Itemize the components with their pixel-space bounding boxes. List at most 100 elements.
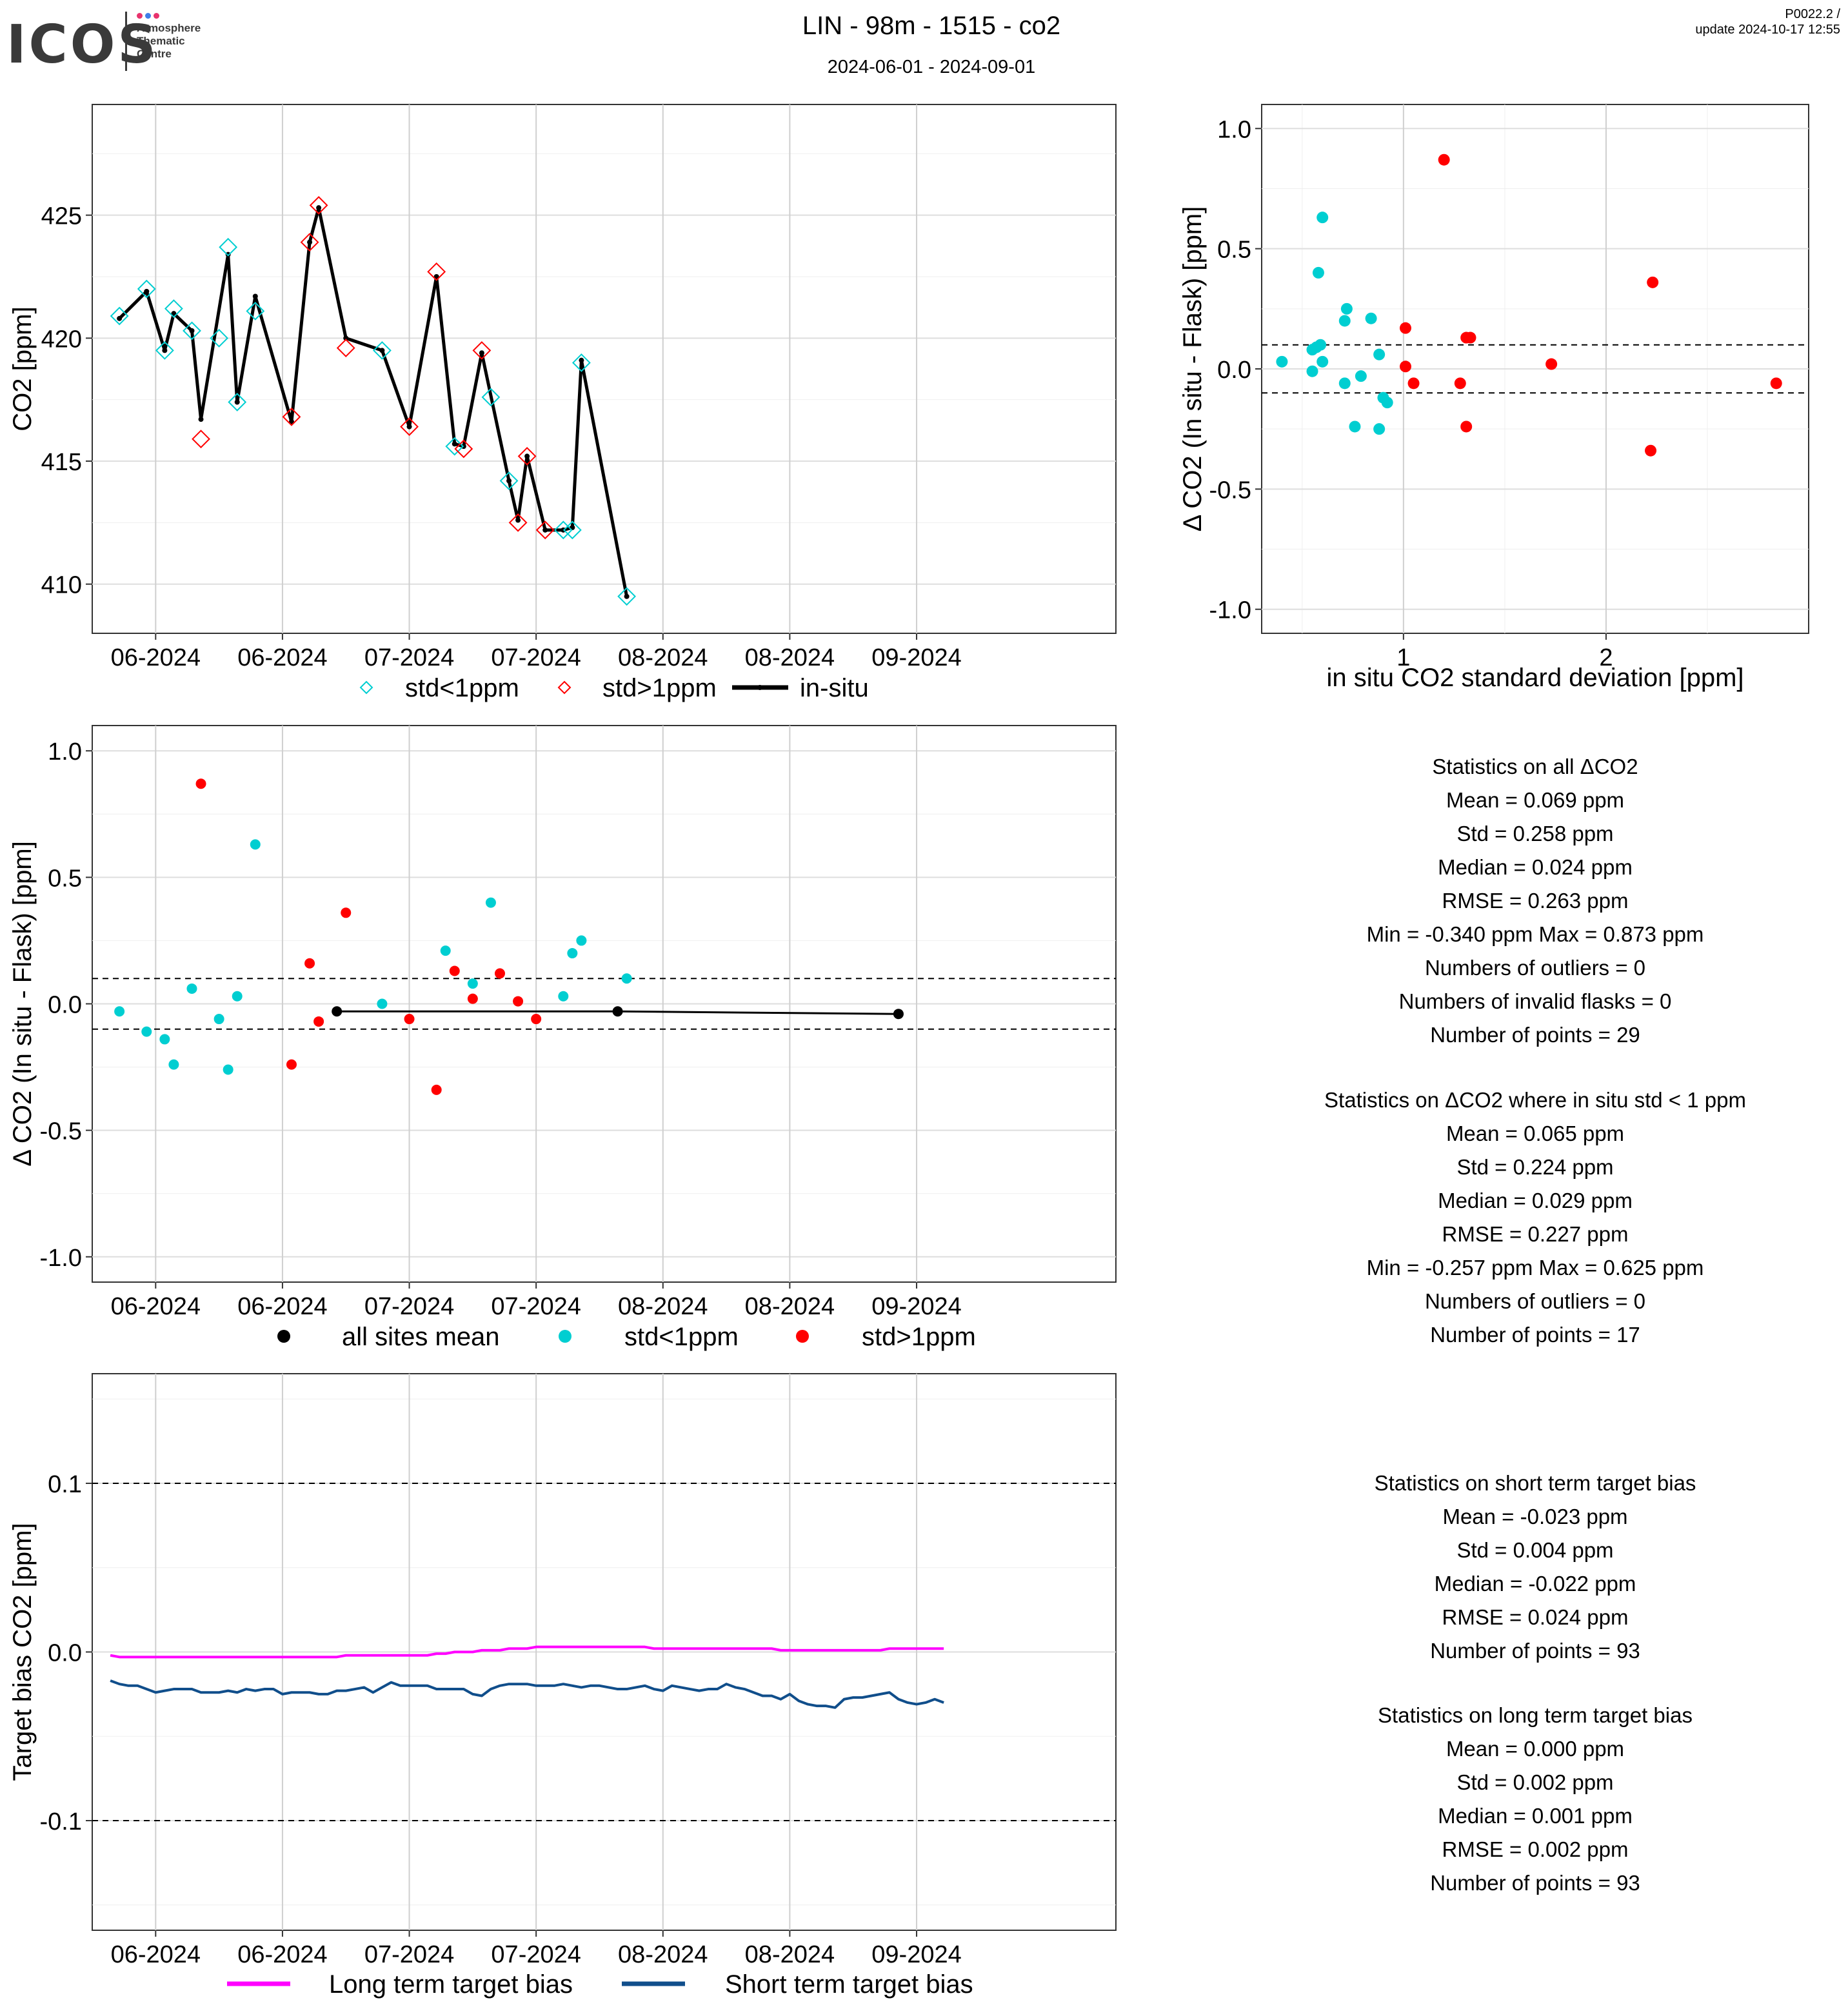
target-bias-chart-xtick-label: 08-2024	[745, 1941, 835, 1968]
delta-legend-label: std>1ppm	[862, 1323, 976, 1351]
co2-insitu-point	[189, 328, 195, 333]
co2-chart-ylabel: CO2 [ppm]	[8, 306, 37, 431]
delta-std-point-std-lt1	[1312, 266, 1324, 279]
delta-std-point-std-gt1	[1647, 276, 1659, 288]
stats-line: Mean = 0.065 ppm	[1446, 1122, 1625, 1145]
co2-flask-std-gt1-marker	[535, 520, 555, 540]
delta-time-point-std-gt1	[286, 1059, 297, 1070]
co2-legend-label: std<1ppm	[405, 674, 519, 702]
co2-flask-std-gt1-marker	[309, 195, 328, 215]
co2-insitu-point	[343, 335, 349, 341]
co2-legend-key-std-gt1	[557, 680, 571, 695]
stats-line: Mean = -0.023 ppm	[1442, 1505, 1628, 1528]
stats-title: Statistics on short term target bias	[1374, 1471, 1696, 1495]
delta-all-sites-mean-point	[893, 1009, 904, 1020]
stats-line: Number of points = 29	[1430, 1023, 1640, 1047]
co2-flask-std-lt1-marker	[137, 279, 156, 299]
co2-insitu-point	[542, 527, 548, 533]
version-line: update 2024-10-17 12:55	[1695, 23, 1840, 37]
stats-line: Mean = 0.069 ppm	[1446, 788, 1625, 812]
delta-std-chart-ytick-label: -0.5	[1209, 477, 1251, 504]
co2-chart-xtick-label: 07-2024	[491, 644, 581, 671]
stats-line: Numbers of outliers = 0	[1424, 956, 1646, 980]
delta-time-point-std-gt1	[404, 1014, 415, 1025]
co2-insitu-point	[234, 399, 240, 405]
co2-chart-ytick-label: 415	[41, 449, 82, 476]
co2-flask-std-lt1-marker	[228, 393, 247, 411]
delta-legend-key-all-sites-mean	[277, 1330, 290, 1343]
stats-line: Std = 0.224 ppm	[1456, 1155, 1614, 1179]
co2-flask-std-gt1-marker	[336, 339, 355, 357]
delta-time-point-std-lt1	[377, 998, 388, 1009]
co2-flask-std-lt1-marker	[110, 306, 129, 326]
delta-time-chart-ytick-label: 0.0	[48, 992, 82, 1019]
delta-all-sites-mean-point	[612, 1006, 623, 1017]
stats-line: Std = 0.002 ppm	[1456, 1770, 1614, 1794]
short-term-bias-line	[110, 1679, 944, 1709]
delta-time-point-std-lt1	[567, 948, 578, 959]
co2-flask-std-gt1-marker	[192, 430, 210, 449]
delta-time-chart-xtick-label: 07-2024	[491, 1293, 581, 1320]
target-bias-chart-xtick-label: 07-2024	[491, 1941, 581, 1968]
target-bias-chart-ytick-label: -0.1	[40, 1808, 82, 1835]
icos-logo: ICOS Atmosphere Thematic Centre	[6, 6, 219, 75]
delta-time-point-std-lt1	[223, 1064, 233, 1075]
delta-std-point-std-lt1	[1355, 370, 1367, 382]
co2-flask-std-gt1-marker	[472, 341, 492, 360]
co2-insitu-point	[479, 350, 484, 356]
delta-std-point-std-lt1	[1365, 312, 1377, 324]
delta-std-point-std-lt1	[1316, 212, 1329, 224]
delta-time-chart-xtick-label: 07-2024	[364, 1293, 454, 1320]
delta-time-chart-xtick-label: 06-2024	[237, 1293, 327, 1320]
stats-line: RMSE = 0.227 ppm	[1442, 1222, 1629, 1246]
page-title: LIN - 98m - 1515 - co2	[802, 12, 1061, 40]
stats-line: RMSE = 0.002 ppm	[1442, 1837, 1629, 1861]
delta-std-point-std-lt1	[1315, 339, 1327, 351]
delta-std-point-std-gt1	[1407, 377, 1420, 390]
co2-chart-xtick-label: 07-2024	[364, 644, 454, 671]
stats-long-term-bias: Statistics on long term target bias Mean…	[1277, 1699, 1793, 1900]
delta-std-chart-ylabel: Δ CO2 (In situ - Flask) [ppm]	[1178, 206, 1207, 532]
version-info: P0022.2 / update 2024-10-17 12:55	[1695, 6, 1840, 37]
co2-insitu-point	[316, 205, 322, 211]
delta-all-sites-mean-point	[332, 1006, 343, 1017]
delta-std-point-std-lt1	[1316, 355, 1329, 368]
co2-chart-ytick-label: 425	[41, 203, 82, 230]
delta-legend-label: std<1ppm	[624, 1323, 739, 1351]
stats-line: Median = 0.029 ppm	[1438, 1189, 1633, 1212]
co2-flask-std-gt1-marker	[517, 446, 537, 466]
stats-line: Number of points = 17	[1430, 1323, 1640, 1347]
delta-time-point-std-lt1	[576, 935, 587, 946]
co2-flask-std-lt1-marker	[246, 301, 265, 321]
co2-flask-std-lt1-marker	[481, 388, 501, 407]
co2-legend-key-insitu-dot	[757, 685, 762, 690]
delta-time-point-std-lt1	[114, 1006, 125, 1017]
delta-time-point-std-gt1	[531, 1014, 542, 1025]
stats-title: Statistics on long term target bias	[1378, 1703, 1693, 1727]
target-bias-chart-ytick-label: 0.1	[48, 1471, 82, 1498]
co2-insitu-point	[515, 517, 521, 523]
delta-time-chart-ytick-label: -1.0	[40, 1245, 82, 1272]
co2-flask-std-gt1-marker	[400, 417, 419, 437]
stats-line: Number of points = 93	[1430, 1871, 1640, 1895]
stats-short-term-bias: Statistics on short term target bias Mea…	[1277, 1467, 1793, 1668]
stats-line: Median = 0.001 ppm	[1438, 1804, 1633, 1828]
co2-flask-std-lt1-marker	[183, 321, 201, 341]
co2-insitu-point	[307, 239, 313, 245]
stats-line: Std = 0.258 ppm	[1456, 822, 1614, 845]
co2-legend-key-std-lt1	[359, 680, 373, 695]
delta-std-point-std-gt1	[1464, 331, 1476, 344]
co2-flask-std-lt1-marker	[562, 520, 582, 540]
co2-insitu-point	[506, 478, 512, 484]
delta-std-point-std-gt1	[1399, 361, 1411, 373]
co2-insitu-point	[379, 348, 385, 353]
logo-dots	[137, 10, 162, 22]
stats-line: Number of points = 93	[1430, 1639, 1640, 1663]
co2-insitu-point	[406, 424, 412, 430]
delta-time-point-std-lt1	[141, 1026, 152, 1037]
bias-legend-label: Long term target bias	[329, 1970, 573, 1999]
stats-line: Min = -0.340 ppm Max = 0.873 ppm	[1366, 922, 1704, 946]
stats-line: Median = -0.022 ppm	[1434, 1572, 1636, 1596]
stats-line: Min = -0.257 ppm Max = 0.625 ppm	[1366, 1256, 1704, 1280]
delta-time-chart-xtick-label: 08-2024	[745, 1293, 835, 1320]
